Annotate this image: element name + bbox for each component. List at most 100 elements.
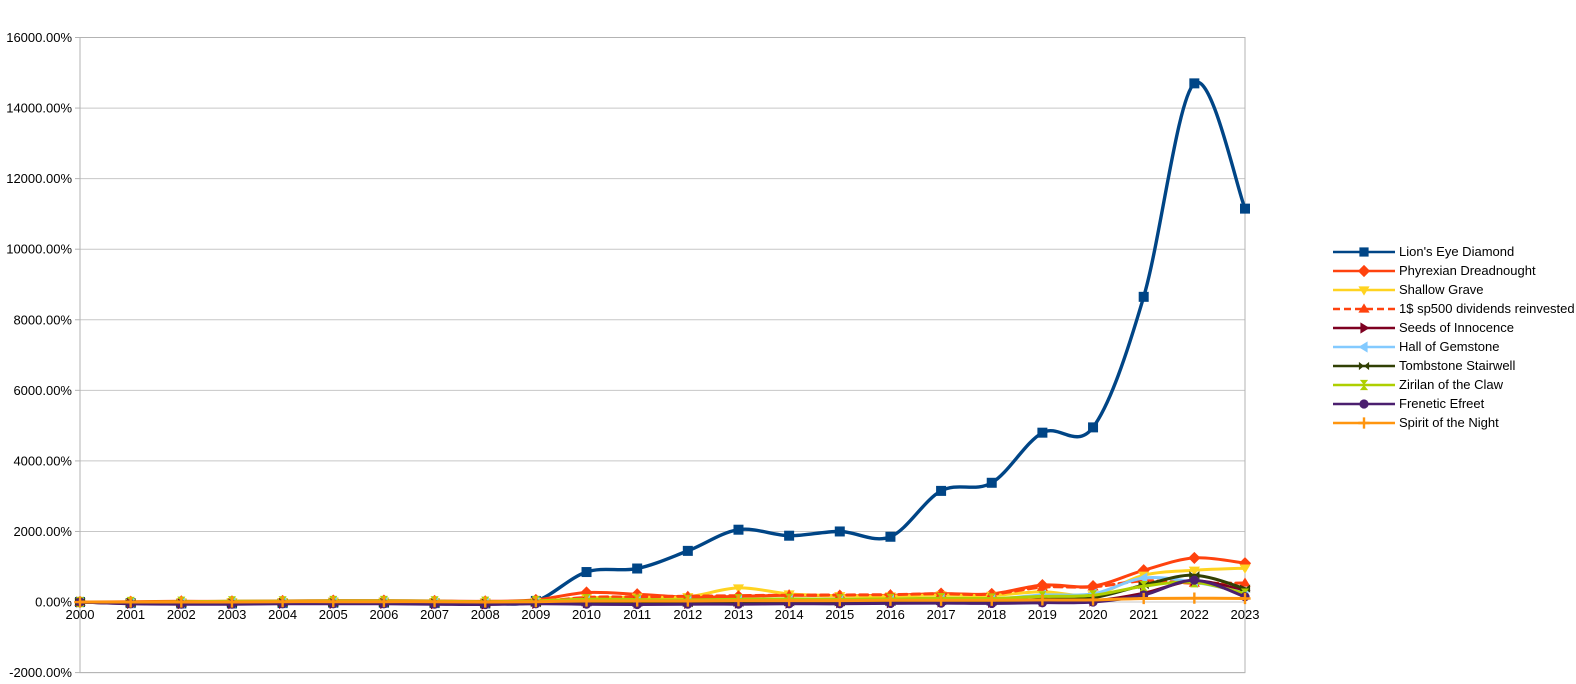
marker-triangle-up — [1239, 577, 1251, 587]
legend-item-lion-s-eye-diamond: Lion's Eye Diamond — [1332, 242, 1575, 261]
x-axis-label: 2018 — [977, 607, 1006, 622]
marker-square — [1189, 78, 1200, 89]
legend-label: Hall of Gemstone — [1399, 339, 1500, 354]
y-axis-label: 10000.00% — [6, 242, 72, 257]
y-axis-label: 14000.00% — [6, 101, 72, 116]
marker-circle — [1189, 575, 1199, 585]
marker-plus — [580, 595, 593, 607]
marker-triangle-down — [1358, 285, 1370, 296]
marker-square — [581, 567, 592, 578]
marker-square — [936, 485, 947, 496]
marker-plus — [682, 595, 694, 607]
marker-plus — [74, 596, 86, 608]
marker-plus — [226, 596, 238, 608]
marker-plus — [1239, 592, 1251, 605]
y-axis-label: 6000.00% — [13, 383, 72, 398]
x-axis-label: 2007 — [420, 607, 449, 622]
x-axis-label: 2016 — [876, 607, 905, 622]
marker-diamond — [1357, 264, 1371, 277]
legend-marker-triangle-left-icon — [1333, 340, 1395, 353]
x-axis-label: 2004 — [268, 607, 297, 622]
marker-hourglass — [1139, 581, 1148, 592]
marker-plus — [125, 596, 137, 608]
marker-triangle-up — [1087, 581, 1099, 591]
x-axis-label: 2021 — [1129, 607, 1158, 622]
legend-marker-hourglass-icon — [1333, 379, 1395, 390]
x-axis-label: 2011 — [623, 607, 651, 622]
legend-item-spirit-of-the-night: Spirit of the Night — [1332, 413, 1575, 432]
x-axis-label: 2005 — [319, 607, 348, 622]
x-axis-label: 2006 — [369, 607, 398, 622]
x-axis-label: 2002 — [167, 607, 196, 622]
marker-triangle-left — [1138, 572, 1148, 584]
x-axis-label: 2019 — [1028, 607, 1057, 622]
series-spirit-of-the-night — [74, 592, 1251, 608]
marker-triangle-down — [1239, 564, 1251, 574]
marker-plus — [378, 596, 390, 608]
y-axis-label: -2000.00% — [9, 665, 72, 680]
legend-label: Tombstone Stairwell — [1399, 358, 1516, 373]
marker-square — [1037, 427, 1048, 438]
marker-square — [1138, 291, 1149, 302]
legend-marker-square-icon — [1333, 246, 1395, 257]
marker-plus — [986, 594, 998, 606]
marker-diamond — [1188, 551, 1201, 565]
legend-label: Shallow Grave — [1399, 282, 1484, 297]
marker-plus — [732, 595, 745, 607]
marker-plus — [1188, 592, 1200, 604]
marker-square — [733, 524, 744, 535]
x-axis-label: 2009 — [521, 607, 550, 622]
legend-label: Lion's Eye Diamond — [1399, 244, 1515, 259]
legend-item-seeds-of-innocence: Seeds of Innocence — [1332, 318, 1575, 337]
legend-marker-circle-icon — [1333, 398, 1395, 409]
legend-marker-triangle-down-icon — [1333, 285, 1395, 296]
y-axis-label: 12000.00% — [6, 171, 72, 186]
marker-triangle-up — [1036, 581, 1048, 591]
x-axis-label: 2008 — [471, 607, 500, 622]
marker-plus — [884, 594, 897, 606]
series-lion-s-eye-diamond — [75, 78, 1250, 609]
marker-square — [885, 531, 896, 542]
legend-item-frenetic-efreet: Frenetic Efreet — [1332, 394, 1575, 413]
marker-square — [1359, 246, 1369, 257]
legend-label: Phyrexian Dreadnought — [1399, 263, 1536, 278]
legend-marker-bowtie-icon — [1333, 361, 1395, 370]
marker-square — [1240, 203, 1250, 214]
legend-item-tombstone-stairwell: Tombstone Stairwell — [1332, 356, 1575, 375]
marker-plus — [327, 596, 339, 608]
marker-plus — [1138, 592, 1150, 605]
x-axis-labels: 2000 2001 2002 2003 2004 2005 2006 2007 2008 2009… — [66, 607, 1260, 622]
marker-triangle-down — [732, 584, 745, 594]
marker-square — [784, 530, 795, 541]
marker-plus — [277, 596, 289, 608]
y-axis-label: 2000.00% — [13, 524, 72, 539]
plot-border — [79, 37, 1246, 674]
x-axis-label: 2010 — [572, 607, 601, 622]
marker-plus — [428, 596, 441, 608]
legend-marker-triangle-up-icon — [1333, 302, 1395, 313]
marker-circle — [1359, 398, 1369, 409]
marker-square — [682, 545, 693, 556]
y-axis-label: 8000.00% — [13, 312, 72, 327]
x-axis-label: 2017 — [927, 607, 956, 622]
gridlines: 16000.00% 14000.00% 12000.00% 10000.00% 8000… — [6, 30, 1245, 680]
marker-plus — [783, 595, 795, 607]
marker-triangle-right — [1360, 321, 1370, 334]
marker-plus — [631, 595, 643, 607]
x-axis-label: 2012 — [673, 607, 702, 622]
x-axis-label: 2014 — [775, 607, 804, 622]
marker-square — [834, 526, 845, 537]
x-axis-label: 2001 — [116, 607, 145, 622]
marker-plus — [479, 596, 491, 608]
legend-label: Zirilan of the Claw — [1399, 377, 1504, 392]
x-axis-label: 2020 — [1079, 607, 1108, 622]
legend-item-shallow-grave: Shallow Grave — [1332, 280, 1575, 299]
legend-item-hall-of-gemstone: Hall of Gemstone — [1332, 337, 1575, 356]
y-axis-label: 0.00% — [35, 595, 72, 610]
legend-marker-triangle-right-icon — [1333, 321, 1395, 334]
marker-plus — [1087, 594, 1099, 606]
x-axis-label: 2000 — [66, 607, 95, 622]
marker-triangle-up — [1358, 302, 1370, 313]
x-axis-label: 2003 — [217, 607, 246, 622]
